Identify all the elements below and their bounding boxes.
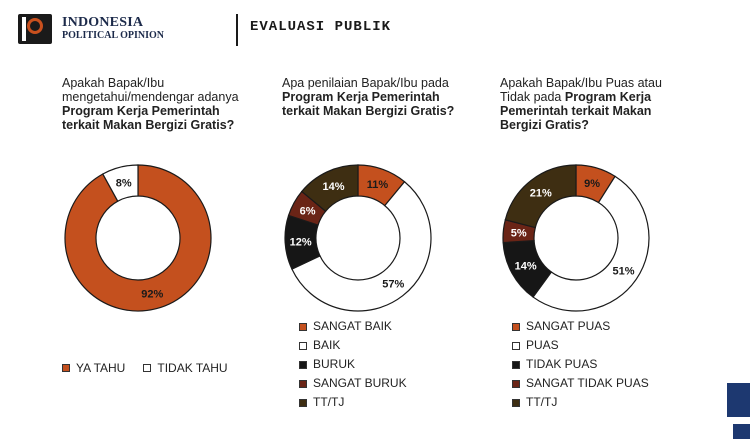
brand-name: INDONESIA POLITICAL OPINION [62, 16, 164, 42]
donut-chart-satisfaction: 9% 51% 14% 5% 21% [502, 164, 650, 312]
legend-label: BAIK [313, 338, 341, 352]
legend-label: TT/TJ [526, 395, 558, 409]
legend-item-sangat-puas: SANGAT PUAS [512, 317, 649, 336]
legend-label: SANGAT PUAS [526, 319, 611, 333]
data-label-sangat-puas: 9% [584, 178, 600, 190]
question-1-bold: Program Kerja Pemerintah terkait Makan B… [62, 104, 235, 132]
legend-label: YA TAHU [76, 361, 126, 375]
legend-swatch [143, 364, 152, 372]
question-1: Apakah Bapak/Ibu mengetahui/mendengar ad… [62, 76, 252, 132]
legend-item-buruk: BURUK [299, 355, 407, 374]
question-1-plain: Apakah Bapak/Ibu mengetahui/mendengar ad… [62, 76, 239, 104]
data-label-sangat-tidak-puas: 5% [511, 228, 527, 240]
legend-item-baik: BAIK [299, 336, 407, 355]
legend-swatch [512, 398, 520, 407]
slice-tt-tj [300, 164, 359, 213]
legend-satisfaction: SANGAT PUAS PUAS TIDAK PUAS SANGAT TIDAK PU… [512, 317, 649, 412]
legend-swatch [299, 360, 307, 369]
data-label-baik: 57% [382, 278, 404, 290]
legend-swatch [299, 398, 307, 407]
data-label-tidak-puas: 14% [515, 261, 537, 273]
legend-swatch [512, 379, 520, 388]
data-label-sangat-buruk: 6% [300, 205, 316, 217]
legend-item-tidak-tahu: TIDAK TAHU [143, 361, 228, 375]
legend-label: TIDAK PUAS [526, 357, 598, 371]
legend-assessment: SANGAT BAIK BAIK BURUK SANGAT BURUK TT/TJ [299, 317, 407, 412]
legend-item-puas: PUAS [512, 336, 649, 355]
data-label-tidak-tahu: 8% [116, 177, 132, 189]
data-label-puas: 51% [613, 265, 635, 277]
legend-item-sangat-buruk: SANGAT BURUK [299, 374, 407, 393]
legend-swatch [299, 341, 307, 350]
legend-swatch [512, 360, 520, 369]
legend-label: TIDAK TAHU [157, 361, 228, 375]
brand-logo [18, 14, 52, 44]
legend-label: SANGAT TIDAK PUAS [526, 376, 649, 390]
corner-decoration [727, 383, 750, 417]
slice-ya-tahu [64, 164, 212, 312]
data-label-ya-tahu: 92% [141, 289, 163, 301]
donut-chart-knowledge: 92% 8% [64, 164, 212, 312]
slice-tidak-tahu [102, 164, 139, 203]
page-title: EVALUASI PUBLIK [250, 19, 392, 35]
question-3-plain: Apakah Bapak/Ibu Puas atau Tidak pada [500, 76, 662, 104]
legend-label: BURUK [313, 357, 356, 371]
legend-label: SANGAT BAIK [313, 319, 392, 333]
legend-knowledge: YA TAHU TIDAK TAHU [62, 361, 228, 375]
legend-label: SANGAT BURUK [313, 376, 407, 390]
legend-label: TT/TJ [313, 395, 345, 409]
data-label-tt-tj: 14% [323, 181, 345, 193]
legend-swatch [512, 341, 520, 350]
header-divider [236, 14, 238, 46]
brand-line2: POLITICAL OPINION [62, 30, 164, 41]
slice-puas [532, 175, 650, 312]
legend-item-tt-tj: TT/TJ [512, 393, 649, 412]
data-label-tt-tj: 21% [530, 188, 552, 200]
legend-item-ya-tahu: YA TAHU [62, 361, 125, 375]
data-label-sangat-baik: 11% [367, 179, 389, 191]
legend-swatch [299, 322, 307, 331]
legend-swatch [512, 322, 520, 331]
legend-item-sangat-baik: SANGAT BAIK [299, 317, 407, 336]
legend-item-tt-tj: TT/TJ [299, 393, 407, 412]
question-3: Apakah Bapak/Ibu Puas atau Tidak pada Pr… [500, 76, 680, 132]
slice-baik [291, 180, 432, 312]
corner-decoration-small [733, 424, 750, 439]
question-3-bold: Program Kerja Pemerintah terkait Makan B… [500, 90, 652, 132]
donut-chart-assessment: 11% 57% 12% 6% 14% [284, 164, 432, 312]
legend-swatch [299, 379, 307, 388]
legend-swatch [62, 364, 70, 372]
slice-tt-tj [504, 164, 577, 229]
question-2-plain: Apa penilaian Bapak/Ibu pada [282, 76, 449, 90]
brand-line1: INDONESIA [62, 15, 144, 30]
question-2-bold: Program Kerja Pemerintah terkait Makan B… [282, 90, 455, 118]
legend-item-sangat-tidak-puas: SANGAT TIDAK PUAS [512, 374, 649, 393]
legend-label: PUAS [526, 338, 559, 352]
legend-item-tidak-puas: TIDAK PUAS [512, 355, 649, 374]
question-2: Apa penilaian Bapak/Ibu pada Program Ker… [282, 76, 457, 118]
data-label-buruk: 12% [290, 237, 312, 249]
